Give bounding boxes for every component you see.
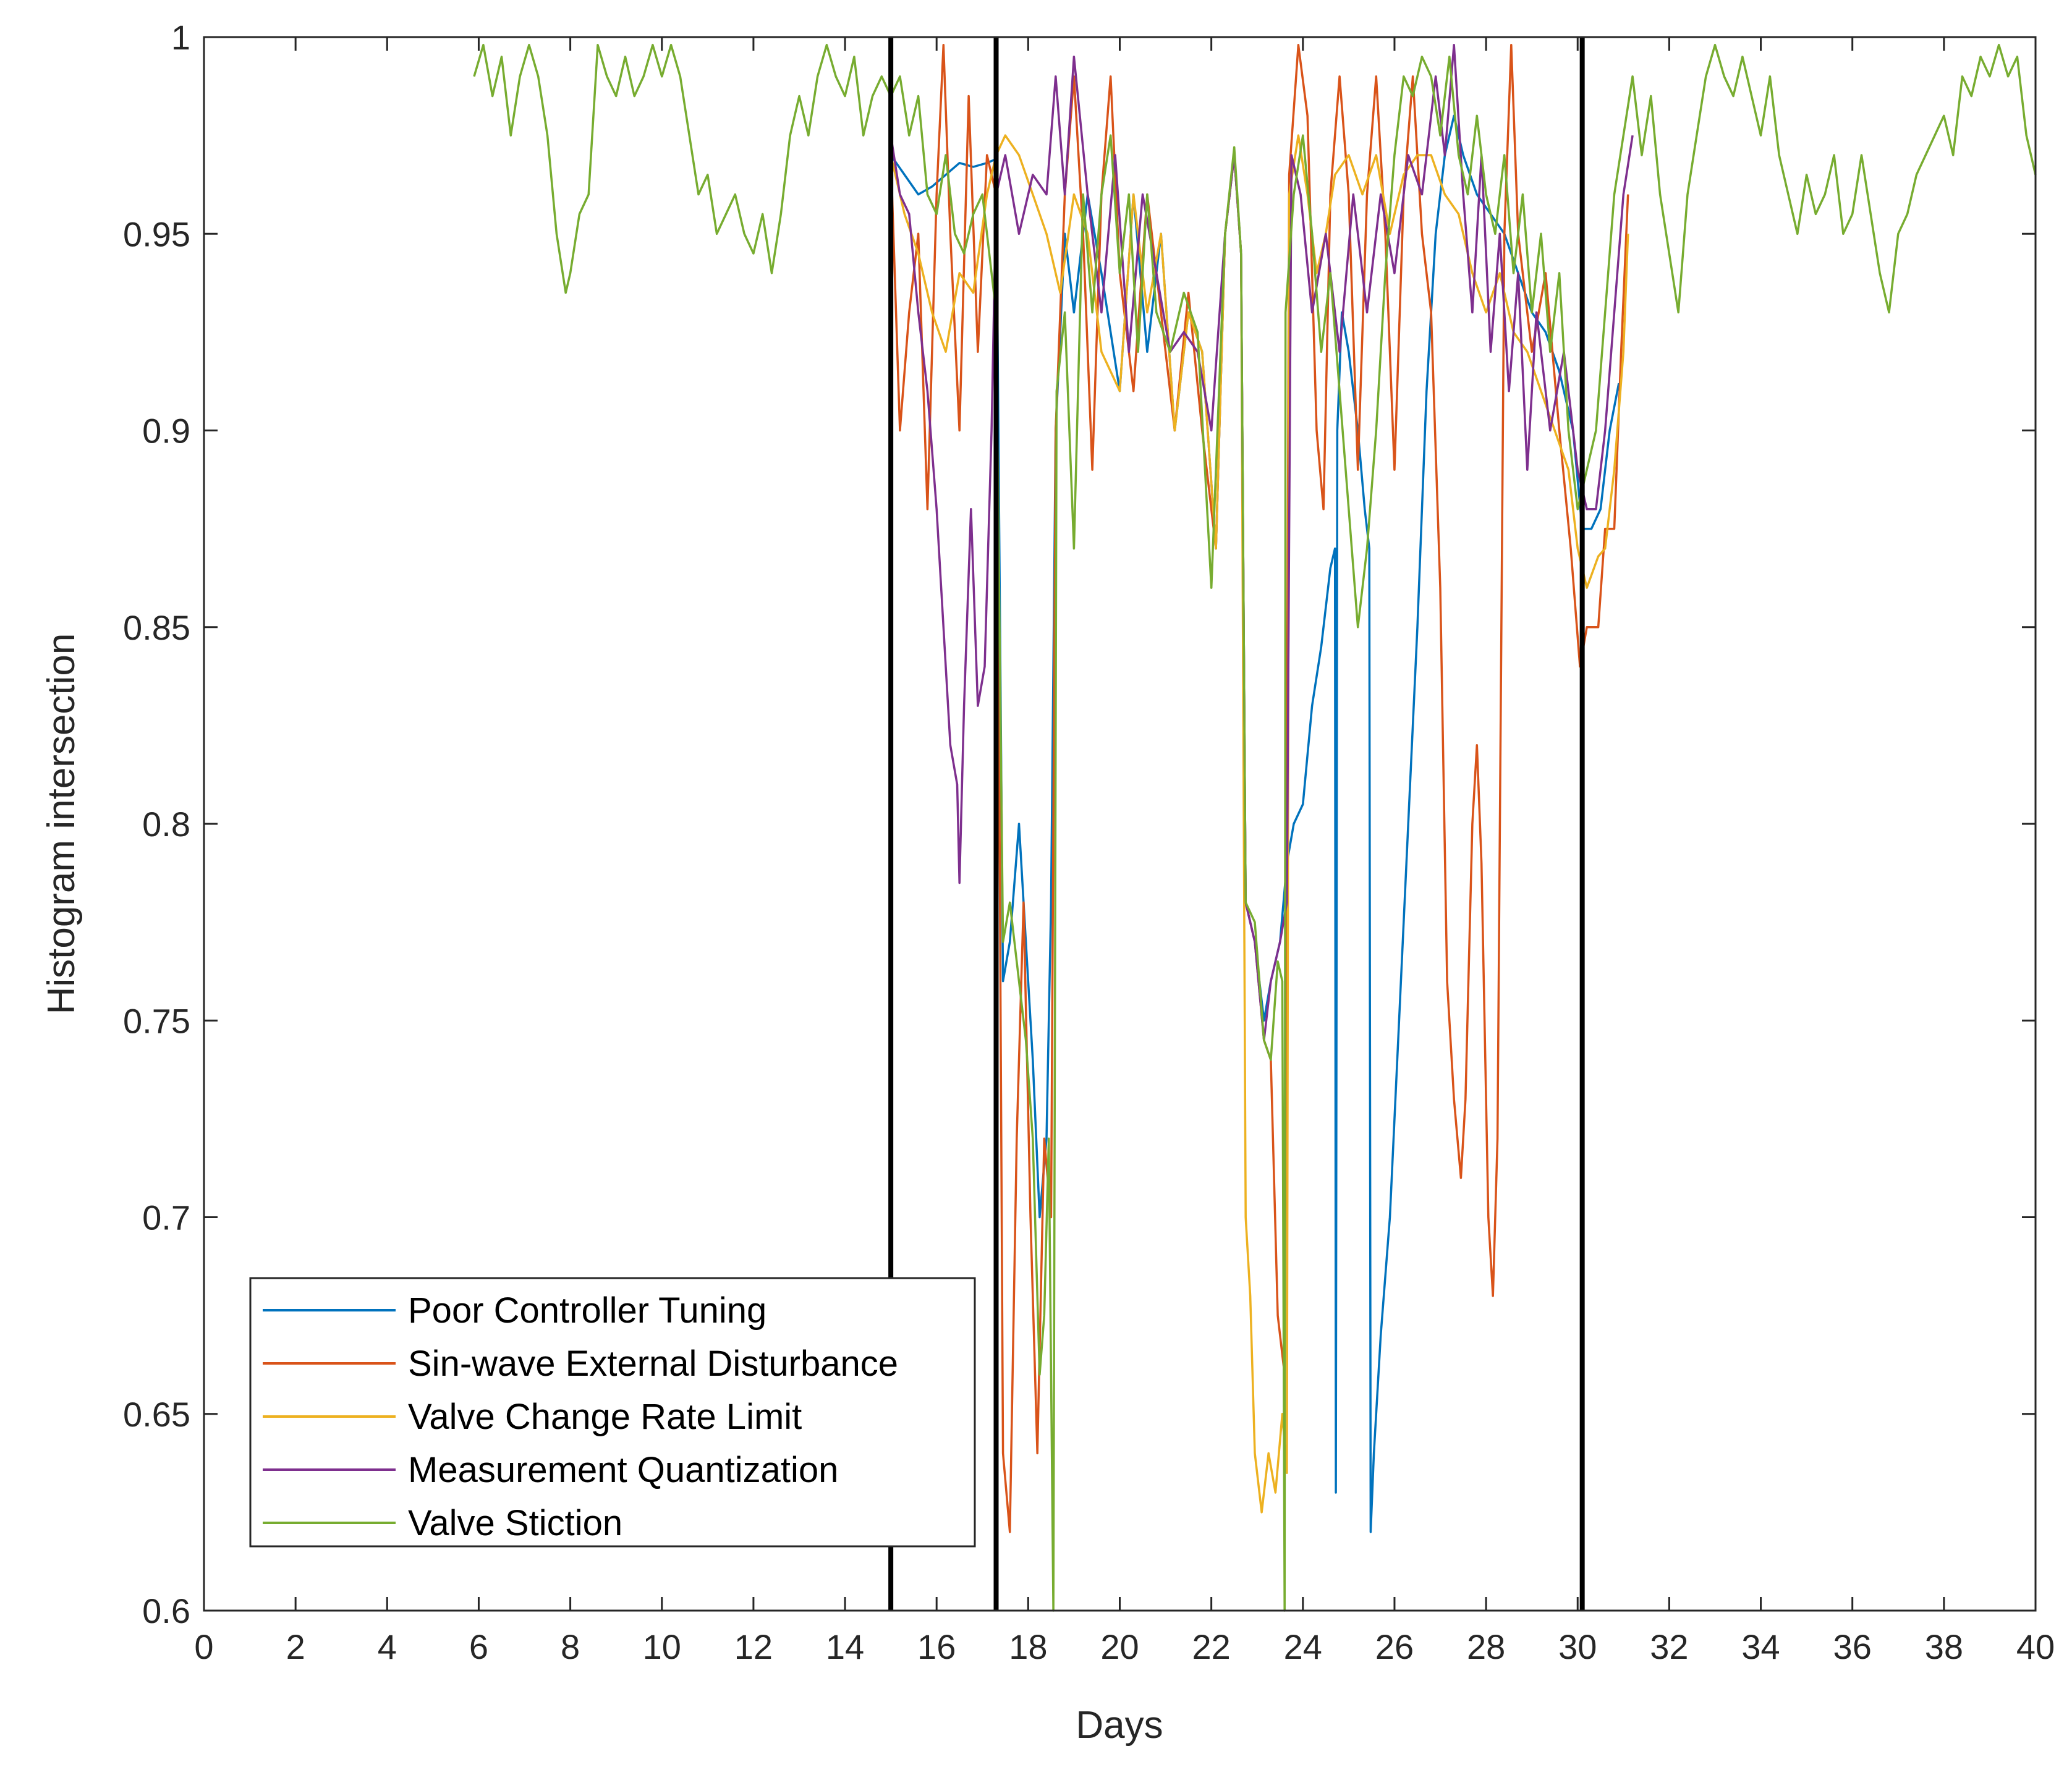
series-layer (473, 43, 2037, 1612)
y-tick-label-2: 0.7 (142, 1198, 190, 1237)
x-tick-label-36: 36 (1833, 1627, 1872, 1666)
x-tick-label-34: 34 (1741, 1627, 1780, 1666)
y-axis-title: Histogram intersection (40, 633, 83, 1015)
y-tick-label-5: 0.85 (123, 608, 190, 647)
x-tick-label-0: 0 (194, 1627, 213, 1666)
x-tick-label-8: 8 (561, 1627, 580, 1666)
x-tick-label-32: 32 (1650, 1627, 1688, 1666)
y-tick-label-6: 0.9 (142, 412, 190, 451)
y-tick-label-3: 0.75 (123, 1001, 190, 1040)
x-tick-label-26: 26 (1375, 1627, 1414, 1666)
series-line-2 (890, 43, 1629, 1533)
x-tick-label-4: 4 (378, 1627, 397, 1666)
x-tick-label-28: 28 (1467, 1627, 1505, 1666)
x-tick-label-14: 14 (826, 1627, 864, 1666)
legend-label-4: Measurement Quantization (408, 1450, 838, 1490)
legend-label-2: Sin-wave External Disturbance (408, 1344, 898, 1384)
x-tick-label-16: 16 (917, 1627, 956, 1666)
x-tick-label-18: 18 (1009, 1627, 1047, 1666)
y-tick-label-8: 1 (171, 18, 190, 57)
legend-items: Poor Controller Tuning Sin-wave External … (263, 1290, 898, 1543)
legend-label-1: Poor Controller Tuning (408, 1290, 766, 1331)
series-line-4 (890, 43, 1634, 1041)
x-tick-label-40: 40 (2016, 1627, 2055, 1666)
x-tick-label-30: 30 (1558, 1627, 1597, 1666)
x-tick-label-10: 10 (643, 1627, 681, 1666)
y-tick-label-1: 0.65 (123, 1395, 190, 1434)
x-axis-title: Days (1076, 1704, 1163, 1747)
axis-ticks: 0 2 4 6 8 10 12 14 16 18 20 22 24 26 28 30 32 34 36 38 400.6… (123, 18, 2055, 1666)
legend-box (249, 1277, 976, 1548)
x-tick-label-24: 24 (1284, 1627, 1322, 1666)
y-tick-label-4: 0.8 (142, 805, 190, 844)
legend-label-3: Valve Change Rate Limit (408, 1397, 802, 1437)
legend-label-5: Valve Stiction (408, 1503, 622, 1543)
y-tick-label-0: 0.6 (142, 1591, 190, 1630)
series-line-5 (473, 43, 2037, 1612)
x-tick-label-22: 22 (1192, 1627, 1231, 1666)
x-tick-label-20: 20 (1100, 1627, 1139, 1666)
x-tick-label-38: 38 (1925, 1627, 1963, 1666)
x-tick-label-12: 12 (734, 1627, 773, 1666)
y-tick-label-7: 0.95 (123, 214, 190, 253)
x-tick-label-6: 6 (469, 1627, 488, 1666)
x-tick-label-2: 2 (286, 1627, 305, 1666)
legend: Poor Controller Tuning Sin-wave External … (249, 1277, 976, 1548)
